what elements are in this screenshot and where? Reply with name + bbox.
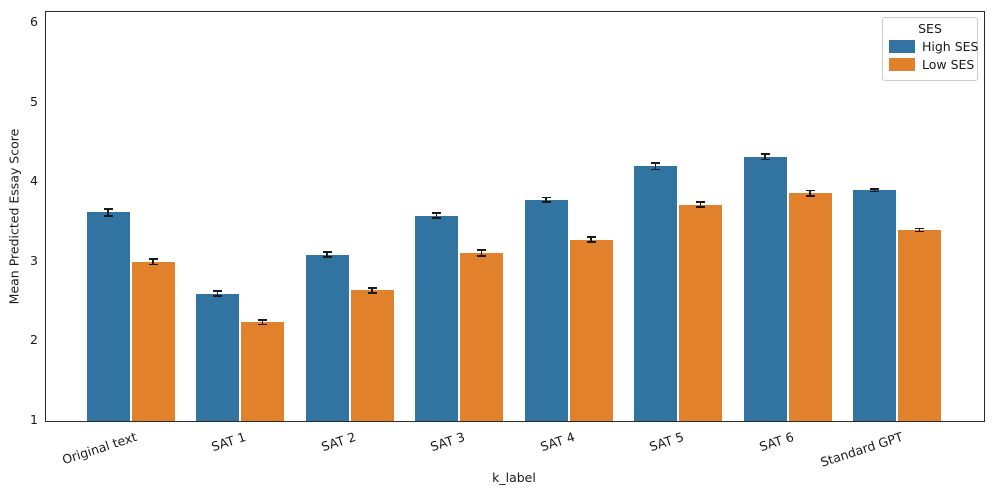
xtick-label-sat-3: SAT 3 bbox=[428, 429, 467, 455]
bar-high-ses-sat-1 bbox=[196, 293, 239, 421]
errorbar-cap bbox=[213, 290, 222, 293]
errorbar-cap bbox=[103, 215, 113, 217]
errorbar-high-ses-sat-5 bbox=[654, 163, 657, 170]
errorbar-cap bbox=[103, 208, 113, 210]
bar-high-ses-sat-2 bbox=[305, 254, 349, 421]
errorbar-low-ses-sat-6 bbox=[809, 190, 811, 197]
xtick-label-sat-5: SAT 5 bbox=[647, 429, 686, 455]
errorbar-cap bbox=[696, 201, 705, 203]
errorbar-low-ses-sat-1 bbox=[261, 319, 264, 325]
errorbar-high-ses-sat-1 bbox=[216, 291, 219, 297]
errorbar-cap bbox=[432, 217, 441, 219]
xtick-label-sat-2: SAT 2 bbox=[318, 429, 358, 455]
ytick-label-1: 1 bbox=[30, 412, 38, 427]
legend-swatch-high-ses bbox=[889, 40, 915, 53]
errorbar-cap bbox=[432, 212, 441, 215]
errorbar-cap bbox=[367, 287, 377, 289]
bar-high-ses-sat-6 bbox=[743, 156, 787, 421]
errorbar-cap bbox=[805, 195, 815, 197]
legend-item-high-ses: High SES bbox=[889, 39, 978, 54]
errorbar-high-ses-sat-6 bbox=[764, 153, 766, 160]
xtick-label-sat-6: SAT 6 bbox=[756, 429, 796, 455]
errorbar-cap bbox=[696, 206, 705, 208]
xtick-label-sat-4: SAT 4 bbox=[537, 429, 577, 455]
errorbar-low-ses-sat-3 bbox=[480, 250, 483, 256]
legend-item-low-ses: Low SES bbox=[889, 57, 975, 72]
errorbar-high-ses-standard-gpt bbox=[873, 188, 876, 192]
errorbar-low-ses-sat-5 bbox=[699, 202, 702, 207]
x-axis-label: k_label bbox=[492, 470, 536, 485]
ytick-label-6: 6 bbox=[30, 14, 38, 29]
errorbar-cap bbox=[541, 196, 551, 199]
errorbar-low-ses-original-text bbox=[152, 259, 154, 265]
bar-low-ses-standard-gpt bbox=[898, 229, 941, 421]
errorbar-high-ses-sat-2 bbox=[326, 252, 328, 257]
legend-items: High SES Low SES bbox=[889, 39, 978, 72]
bar-high-ses-standard-gpt bbox=[853, 190, 896, 421]
ytick-label-4: 4 bbox=[30, 173, 38, 189]
y-axis-label: Mean Predicted Essay Score bbox=[6, 128, 22, 305]
errorbar-cap bbox=[322, 251, 332, 254]
bar-low-ses-sat-5 bbox=[679, 204, 722, 421]
bar-low-ses-sat-1 bbox=[241, 322, 284, 421]
errorbar-cap bbox=[477, 249, 486, 252]
bar-low-ses-sat-4 bbox=[569, 239, 613, 421]
errorbar-cap bbox=[541, 201, 551, 203]
errorbar-cap bbox=[586, 241, 596, 244]
errorbar-cap bbox=[760, 153, 770, 155]
errorbar-cap bbox=[651, 168, 660, 171]
errorbar-cap bbox=[586, 235, 596, 238]
errorbar-high-ses-original-text bbox=[107, 208, 109, 217]
legend-swatch-low-ses bbox=[889, 58, 915, 71]
legend-label: High SES bbox=[922, 39, 979, 54]
bar-low-ses-sat-6 bbox=[788, 193, 832, 421]
xtick-label-sat-1: SAT 1 bbox=[209, 429, 248, 455]
errorbar-cap bbox=[870, 190, 879, 193]
plot-area bbox=[45, 11, 985, 422]
ytick-label-3: 3 bbox=[30, 252, 38, 268]
ytick-label-5: 5 bbox=[30, 93, 38, 109]
errorbar-cap bbox=[915, 227, 924, 230]
errorbar-cap bbox=[870, 188, 879, 190]
errorbar-low-ses-standard-gpt bbox=[918, 228, 921, 232]
errorbar-cap bbox=[477, 255, 486, 257]
errorbar-cap bbox=[760, 158, 770, 161]
errorbar-cap bbox=[915, 230, 924, 233]
errorbar-cap bbox=[651, 162, 660, 164]
bar-high-ses-sat-4 bbox=[524, 199, 568, 421]
bar-low-ses-sat-2 bbox=[350, 290, 394, 421]
errorbar-cap bbox=[805, 189, 815, 192]
errorbar-cap bbox=[148, 263, 158, 266]
errorbar-high-ses-sat-3 bbox=[435, 213, 438, 218]
bar-high-ses-original-text bbox=[86, 212, 130, 421]
xtick-label-original-text: Original text bbox=[59, 429, 139, 468]
ytick-label-2: 2 bbox=[30, 332, 38, 348]
xtick-label-standard-gpt: Standard GPT bbox=[818, 429, 905, 470]
legend: SES High SES Low SES bbox=[882, 17, 978, 81]
bar-high-ses-sat-5 bbox=[634, 166, 677, 421]
errorbar-cap bbox=[367, 292, 377, 294]
bar-low-ses-original-text bbox=[131, 261, 175, 421]
errorbar-cap bbox=[148, 258, 158, 260]
legend-label: Low SES bbox=[922, 57, 975, 72]
errorbar-high-ses-sat-4 bbox=[545, 197, 547, 203]
bar-high-ses-sat-3 bbox=[415, 215, 458, 421]
errorbar-cap bbox=[258, 319, 267, 321]
bar-low-ses-sat-3 bbox=[460, 253, 503, 421]
errorbar-cap bbox=[258, 323, 267, 326]
legend-title: SES bbox=[918, 21, 942, 36]
errorbar-low-ses-sat-2 bbox=[371, 288, 373, 293]
errorbar-cap bbox=[322, 256, 332, 258]
errorbar-low-ses-sat-4 bbox=[590, 236, 592, 243]
errorbar-cap bbox=[213, 295, 222, 297]
